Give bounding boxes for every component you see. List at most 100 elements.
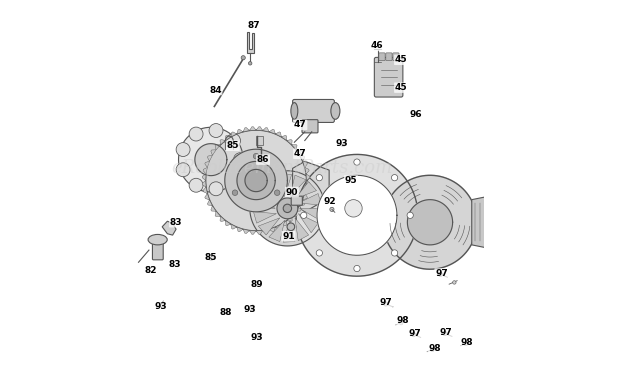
Polygon shape: [203, 187, 207, 194]
Text: 97: 97: [379, 298, 392, 307]
Polygon shape: [249, 230, 256, 234]
Circle shape: [384, 302, 388, 306]
Polygon shape: [243, 127, 249, 132]
Circle shape: [241, 56, 246, 60]
Polygon shape: [226, 220, 231, 226]
Text: 46: 46: [371, 42, 383, 50]
Polygon shape: [269, 220, 285, 241]
Polygon shape: [281, 220, 287, 226]
Text: 90: 90: [286, 188, 298, 197]
Text: 82: 82: [144, 266, 157, 276]
Text: 86: 86: [257, 155, 269, 164]
Polygon shape: [280, 174, 291, 197]
Circle shape: [391, 250, 397, 256]
Text: 95: 95: [345, 176, 357, 185]
Polygon shape: [254, 197, 275, 208]
Circle shape: [354, 265, 360, 272]
Text: 93: 93: [155, 302, 167, 311]
Text: 47: 47: [294, 149, 307, 158]
Ellipse shape: [148, 234, 167, 245]
Polygon shape: [287, 139, 292, 145]
Polygon shape: [407, 200, 453, 245]
Polygon shape: [292, 145, 297, 150]
Polygon shape: [203, 167, 207, 174]
Polygon shape: [275, 132, 281, 137]
Text: 83: 83: [169, 259, 181, 269]
Circle shape: [209, 182, 223, 196]
Text: 93: 93: [251, 333, 264, 342]
Polygon shape: [259, 218, 280, 235]
FancyBboxPatch shape: [293, 99, 334, 123]
Text: 45: 45: [395, 83, 407, 92]
Polygon shape: [215, 145, 221, 150]
Circle shape: [226, 134, 241, 148]
Polygon shape: [256, 127, 263, 131]
Polygon shape: [281, 135, 287, 141]
Polygon shape: [256, 230, 263, 234]
Polygon shape: [263, 229, 269, 234]
Polygon shape: [237, 129, 243, 134]
Circle shape: [431, 348, 434, 352]
Text: 97: 97: [435, 269, 448, 278]
Text: 89: 89: [251, 280, 264, 289]
Circle shape: [283, 204, 291, 213]
Text: 96: 96: [410, 110, 422, 119]
Polygon shape: [231, 132, 237, 137]
Text: 91: 91: [282, 232, 294, 241]
Polygon shape: [299, 200, 305, 206]
Polygon shape: [283, 220, 295, 242]
Polygon shape: [220, 139, 226, 145]
FancyBboxPatch shape: [386, 53, 392, 60]
Polygon shape: [205, 194, 210, 200]
Polygon shape: [257, 184, 277, 203]
Circle shape: [254, 153, 259, 159]
Polygon shape: [211, 206, 216, 211]
Text: 45: 45: [395, 55, 407, 64]
Circle shape: [438, 272, 443, 276]
Text: 85: 85: [226, 141, 239, 150]
Polygon shape: [296, 206, 301, 211]
Polygon shape: [208, 200, 213, 206]
Polygon shape: [237, 162, 275, 200]
Polygon shape: [287, 216, 292, 222]
Polygon shape: [247, 32, 254, 53]
Circle shape: [391, 174, 397, 181]
Circle shape: [464, 342, 467, 346]
Circle shape: [316, 174, 322, 181]
Circle shape: [255, 334, 260, 338]
Ellipse shape: [331, 103, 340, 119]
Text: 97: 97: [440, 328, 453, 337]
Circle shape: [341, 143, 345, 147]
FancyBboxPatch shape: [374, 57, 403, 97]
FancyBboxPatch shape: [291, 196, 303, 205]
Polygon shape: [263, 127, 269, 132]
Circle shape: [232, 190, 238, 195]
Polygon shape: [255, 137, 263, 145]
Text: 92: 92: [324, 197, 337, 206]
Polygon shape: [298, 194, 321, 205]
Polygon shape: [296, 155, 418, 276]
Circle shape: [354, 159, 360, 165]
Polygon shape: [231, 224, 237, 229]
Polygon shape: [205, 161, 210, 167]
Polygon shape: [299, 208, 322, 220]
Ellipse shape: [291, 103, 298, 119]
Circle shape: [189, 178, 203, 192]
Polygon shape: [306, 181, 310, 187]
Polygon shape: [237, 227, 243, 232]
Polygon shape: [383, 175, 477, 269]
Polygon shape: [299, 155, 305, 161]
Polygon shape: [295, 218, 309, 241]
Text: 98: 98: [397, 316, 410, 325]
Polygon shape: [195, 144, 227, 176]
Polygon shape: [305, 187, 309, 194]
Polygon shape: [269, 227, 275, 232]
Polygon shape: [293, 162, 329, 212]
Polygon shape: [206, 130, 306, 231]
Text: 87: 87: [247, 21, 260, 29]
FancyBboxPatch shape: [302, 120, 318, 133]
Polygon shape: [179, 127, 243, 192]
Circle shape: [234, 153, 247, 167]
Circle shape: [301, 212, 307, 219]
Polygon shape: [306, 174, 310, 181]
